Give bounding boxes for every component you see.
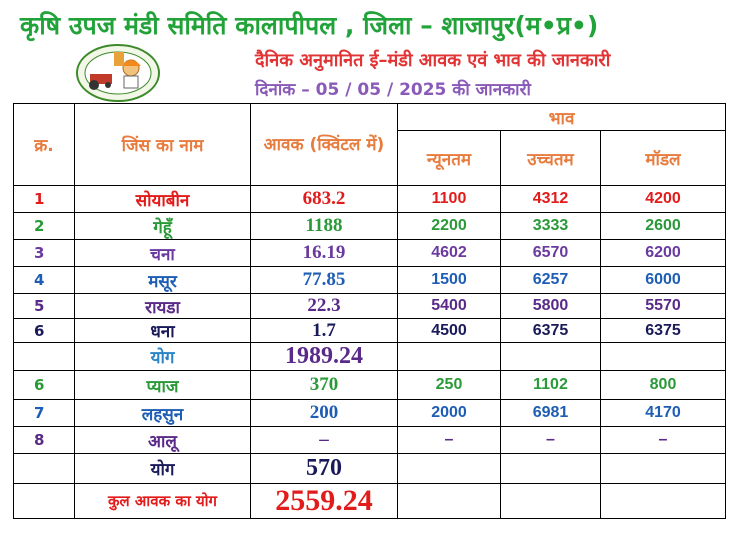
report-date: दिनांक – 05 / 05 / 2025 की जानकारी xyxy=(255,80,531,100)
max-price: 6570 xyxy=(500,239,601,267)
empty-cell xyxy=(500,342,601,371)
min-price: 1100 xyxy=(397,185,501,213)
max-price: 6981 xyxy=(500,399,601,427)
modal-price: 6200 xyxy=(600,239,726,267)
arrival-qty: 77.85 xyxy=(250,266,398,294)
table-row: 8 आलू – – – – xyxy=(13,426,726,454)
header-serial: क्र. xyxy=(13,103,75,186)
page-title: कृषि उपज मंडी समिति कालापीपल , जिला – शा… xyxy=(20,11,599,40)
table-row: 3 चना 16.19 4602 6570 6200 xyxy=(13,239,726,267)
table-row: 2 गेहूँ 1188 2200 3333 2600 xyxy=(13,212,726,240)
max-price: 6257 xyxy=(500,266,601,294)
subtotal-blank xyxy=(13,342,75,371)
commodity-name: मसूर xyxy=(74,266,251,294)
subtotal-label: योग xyxy=(74,453,251,484)
table-row: 6 धना 1.7 4500 6375 6375 xyxy=(13,318,726,343)
header-price: भाव xyxy=(397,103,726,131)
empty-cell xyxy=(397,483,501,519)
arrival-qty: 1188 xyxy=(250,212,398,240)
empty-cell xyxy=(500,483,601,519)
max-price: – xyxy=(500,426,601,454)
arrival-qty: 16.19 xyxy=(250,239,398,267)
min-price: 2000 xyxy=(397,399,501,427)
mandi-board-logo xyxy=(76,44,160,102)
modal-price: 6000 xyxy=(600,266,726,294)
arrival-qty: 683.2 xyxy=(250,185,398,213)
min-price: 4602 xyxy=(397,239,501,267)
empty-cell xyxy=(500,453,601,484)
header-commodity: जिंस का नाम xyxy=(74,103,251,186)
commodity-name: चना xyxy=(74,239,251,267)
subtotal-qty: 570 xyxy=(250,453,398,484)
row-serial: 1 xyxy=(13,185,75,213)
table-row: 6 प्याज 370 250 1102 800 xyxy=(13,370,726,400)
min-price: 250 xyxy=(397,370,501,400)
min-price: – xyxy=(397,426,501,454)
grand-total-blank xyxy=(13,483,75,519)
arrival-qty: 22.3 xyxy=(250,293,398,319)
commodity-name: रायडा xyxy=(74,293,251,319)
table-row: 1 सोयाबीन 683.2 1100 4312 4200 xyxy=(13,185,726,213)
header-max: उच्चतम xyxy=(500,130,601,186)
table-row: 4 मसूर 77.85 1500 6257 6000 xyxy=(13,266,726,294)
row-serial: 3 xyxy=(13,239,75,267)
modal-price: 6375 xyxy=(600,318,726,343)
max-price: 3333 xyxy=(500,212,601,240)
table-row: 5 रायडा 22.3 5400 5800 5570 xyxy=(13,293,726,319)
subtotal-blank xyxy=(13,453,75,484)
row-serial: 4 xyxy=(13,266,75,294)
commodity-name: धना xyxy=(74,318,251,343)
commodity-name: आलू xyxy=(74,426,251,454)
grand-total-label: कुल आवक का योग xyxy=(74,483,251,519)
commodity-name: प्याज xyxy=(74,370,251,400)
arrival-qty: 370 xyxy=(250,370,398,400)
empty-cell xyxy=(397,453,501,484)
subtotal-label: योग xyxy=(74,342,251,371)
arrival-qty: – xyxy=(250,426,398,454)
grand-total-qty: 2559.24 xyxy=(250,483,398,519)
max-price: 4312 xyxy=(500,185,601,213)
modal-price: – xyxy=(600,426,726,454)
min-price: 1500 xyxy=(397,266,501,294)
row-serial: 5 xyxy=(13,293,75,319)
min-price: 2200 xyxy=(397,212,501,240)
modal-price: 4200 xyxy=(600,185,726,213)
row-serial: 6 xyxy=(13,318,75,343)
row-serial: 8 xyxy=(13,426,75,454)
min-price: 4500 xyxy=(397,318,501,343)
row-serial: 7 xyxy=(13,399,75,427)
header-min: न्यूनतम xyxy=(397,130,501,186)
max-price: 1102 xyxy=(500,370,601,400)
commodity-name: सोयाबीन xyxy=(74,185,251,213)
row-serial: 2 xyxy=(13,212,75,240)
header-modal: मॉडल xyxy=(600,130,726,186)
modal-price: 800 xyxy=(600,370,726,400)
table-row: 7 लहसुन 200 2000 6981 4170 xyxy=(13,399,726,427)
subtotal-qty: 1989.24 xyxy=(250,342,398,371)
modal-price: 2600 xyxy=(600,212,726,240)
empty-cell xyxy=(600,342,726,371)
header-arrival: आवक (क्विंटल में) xyxy=(250,103,398,186)
report-subtitle: दैनिक अनुमानित ई–मंडी आवक एवं भाव की जान… xyxy=(255,50,611,71)
commodity-name: गेहूँ xyxy=(74,212,251,240)
arrival-qty: 1.7 xyxy=(250,318,398,343)
empty-cell xyxy=(600,483,726,519)
max-price: 6375 xyxy=(500,318,601,343)
row-serial: 6 xyxy=(13,370,75,400)
commodity-name: लहसुन xyxy=(74,399,251,427)
empty-cell xyxy=(397,342,501,371)
min-price: 5400 xyxy=(397,293,501,319)
modal-price: 5570 xyxy=(600,293,726,319)
arrival-qty: 200 xyxy=(250,399,398,427)
modal-price: 4170 xyxy=(600,399,726,427)
empty-cell xyxy=(600,453,726,484)
max-price: 5800 xyxy=(500,293,601,319)
arrival-price-table: क्र. जिंस का नाम आवक (क्विंटल में) भाव न… xyxy=(13,103,726,519)
